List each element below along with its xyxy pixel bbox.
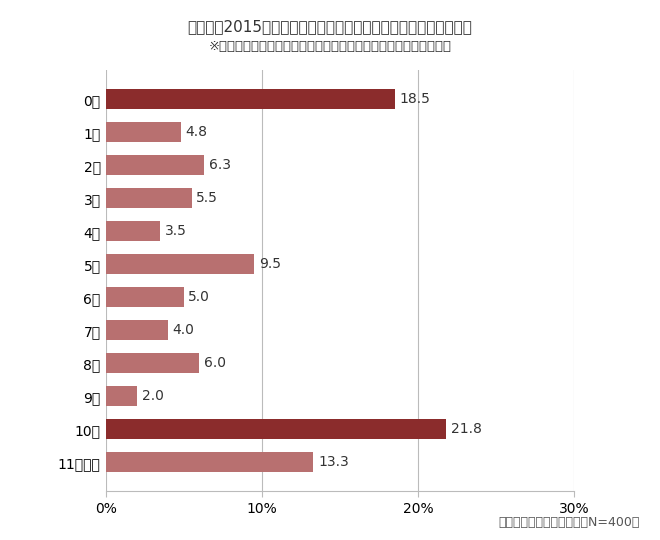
Text: ※有給休暇以外の特別休暇（夏季・冬季休暇など）は含みません。: ※有給休暇以外の特別休暇（夏季・冬季休暇など）は含みません。 xyxy=(209,40,451,53)
Text: 4.0: 4.0 xyxy=(173,323,195,338)
Bar xyxy=(106,353,199,373)
Bar xyxy=(106,420,446,439)
Bar xyxy=(106,320,168,340)
Text: 2.0: 2.0 xyxy=(141,389,164,403)
Text: 5.0: 5.0 xyxy=(188,291,211,305)
Text: 21.8: 21.8 xyxy=(451,422,482,436)
Text: 6.3: 6.3 xyxy=(209,158,231,172)
Bar xyxy=(106,221,160,241)
Text: マンパワーグループ調べ（N=400）: マンパワーグループ調べ（N=400） xyxy=(499,516,640,529)
Bar xyxy=(106,254,254,274)
Text: あなたは2015年、有給休暇を利用して何日会社を休みましたか？: あなたは2015年、有給休暇を利用して何日会社を休みましたか？ xyxy=(187,19,473,34)
Text: 18.5: 18.5 xyxy=(399,92,430,106)
Text: 4.8: 4.8 xyxy=(185,125,207,139)
Text: 9.5: 9.5 xyxy=(259,257,280,271)
Bar xyxy=(106,123,181,142)
Text: 6.0: 6.0 xyxy=(204,356,226,370)
Bar xyxy=(106,89,395,109)
Text: 5.5: 5.5 xyxy=(196,191,218,205)
Bar xyxy=(106,387,137,406)
Text: 13.3: 13.3 xyxy=(318,455,348,469)
Bar xyxy=(106,287,183,307)
Bar xyxy=(106,453,314,472)
Text: 3.5: 3.5 xyxy=(165,224,187,238)
Bar xyxy=(106,156,204,175)
Bar xyxy=(106,188,191,208)
